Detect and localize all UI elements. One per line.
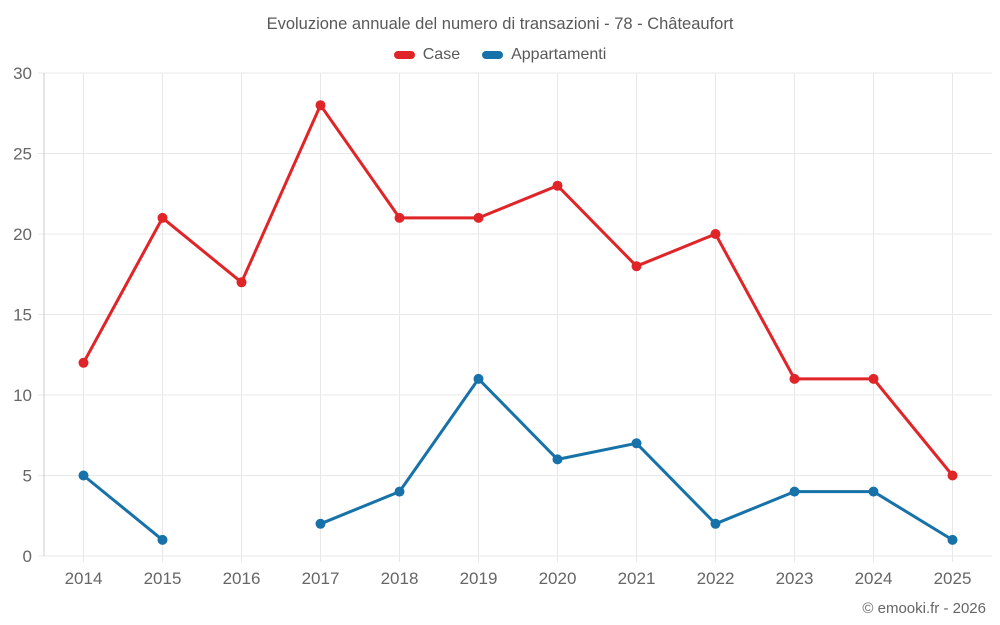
data-point-case xyxy=(868,373,879,384)
data-point-case xyxy=(236,277,247,288)
data-point-appartamenti xyxy=(710,518,721,529)
data-point-case xyxy=(947,470,958,481)
x-tick-label: 2014 xyxy=(65,569,103,588)
data-point-appartamenti xyxy=(947,534,958,545)
y-tick-label: 30 xyxy=(13,64,32,83)
chart-title: Evoluzione annuale del numero di transaz… xyxy=(266,15,734,33)
data-point-case xyxy=(394,212,405,223)
y-tick-label: 10 xyxy=(13,386,32,405)
data-point-appartamenti xyxy=(789,486,800,497)
appartamenti-series-swatch-icon xyxy=(482,51,504,59)
data-point-appartamenti xyxy=(552,454,563,465)
chart-legend: Case Appartamenti xyxy=(0,46,1000,64)
y-tick-label: 0 xyxy=(23,547,32,566)
data-point-case xyxy=(552,180,563,191)
data-point-appartamenti xyxy=(394,486,405,497)
x-tick-label: 2023 xyxy=(776,569,814,588)
y-tick-label: 15 xyxy=(13,306,32,325)
data-point-appartamenti xyxy=(315,518,326,529)
x-tick-label: 2019 xyxy=(460,569,498,588)
data-point-appartamenti xyxy=(631,438,642,449)
x-tick-label: 2024 xyxy=(855,569,893,588)
case-series-swatch-icon xyxy=(393,51,415,59)
x-tick-label: 2015 xyxy=(144,569,182,588)
data-point-case xyxy=(315,100,326,111)
data-point-case xyxy=(78,357,89,368)
data-point-case xyxy=(157,212,168,223)
x-tick-label: 2025 xyxy=(934,569,972,588)
copyright-text: © emooki.fr - 2026 xyxy=(862,600,986,617)
data-point-case xyxy=(710,229,721,239)
x-tick-label: 2017 xyxy=(302,569,340,588)
data-point-case xyxy=(473,212,484,223)
series-line-case xyxy=(82,103,954,477)
data-point-appartamenti xyxy=(473,373,484,384)
legend-label-appartamenti: Appartamenti xyxy=(511,46,607,63)
x-tick-label: 2018 xyxy=(381,569,419,588)
series-line-appartamenti xyxy=(82,377,954,542)
y-tick-label: 5 xyxy=(23,467,32,486)
data-point-case xyxy=(789,373,800,384)
legend-label-case: Case xyxy=(422,46,461,63)
data-point-appartamenti xyxy=(868,486,879,497)
x-tick-label: 2016 xyxy=(223,569,261,588)
x-tick-label: 2022 xyxy=(697,569,735,588)
legend-item-appartamenti[interactable]: Appartamenti xyxy=(482,46,606,64)
data-point-case xyxy=(631,261,642,272)
y-tick-label: 20 xyxy=(13,225,32,244)
data-point-appartamenti xyxy=(78,470,89,481)
legend-item-case[interactable]: Case xyxy=(393,46,461,64)
data-point-appartamenti xyxy=(157,534,168,545)
x-tick-label: 2021 xyxy=(618,569,656,588)
x-tick-label: 2020 xyxy=(539,569,577,588)
y-tick-label: 25 xyxy=(13,145,32,164)
